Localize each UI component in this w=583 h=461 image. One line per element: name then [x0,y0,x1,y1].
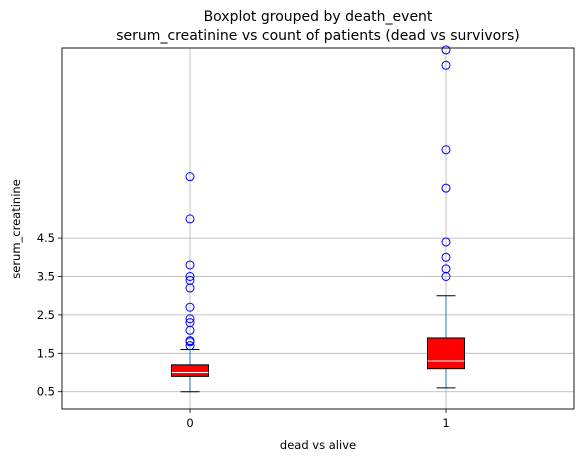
chart-title-line2: serum_creatinine vs count of patients (d… [116,28,519,44]
x-axis-label: dead vs alive [280,438,356,452]
outlier-point [441,60,451,70]
outlier-point [185,341,195,351]
grid-lines [62,48,574,409]
outlier-point [185,314,195,324]
y-tick-label: 4.5 [37,231,55,245]
plot-frame [61,47,575,410]
outlier-point [185,214,195,224]
box-group-0 [171,172,209,393]
box-group-1 [427,45,465,389]
y-tick-label: 1.5 [37,346,55,360]
iqr-box [427,337,465,370]
outlier-point [185,260,195,270]
outlier-point [185,272,195,282]
outlier-point [441,252,451,262]
outlier-point [185,318,195,328]
y-axis-label: serum_creatinine [9,179,23,279]
outlier-point [441,264,451,274]
y-axis-ticks: 0.5 1.5 2.5 3.5 4.5 [37,231,62,399]
outlier-point [441,45,451,55]
outlier-point [441,183,451,193]
y-tick-label: 2.5 [37,308,55,322]
iqr-box [171,364,209,377]
boxes-layer [171,45,465,393]
x-tick-label: 1 [442,416,449,430]
outlier-point [185,172,195,182]
y-tick-label: 0.5 [37,385,55,399]
y-tick-label: 3.5 [37,270,55,284]
outlier-point [185,275,195,285]
outlier-point [441,237,451,247]
outlier-point [441,145,451,155]
x-tick-label: 0 [186,416,193,430]
outlier-point [185,302,195,312]
chart-title-line1: Boxplot grouped by death_event [204,9,433,25]
outlier-point [185,336,195,346]
